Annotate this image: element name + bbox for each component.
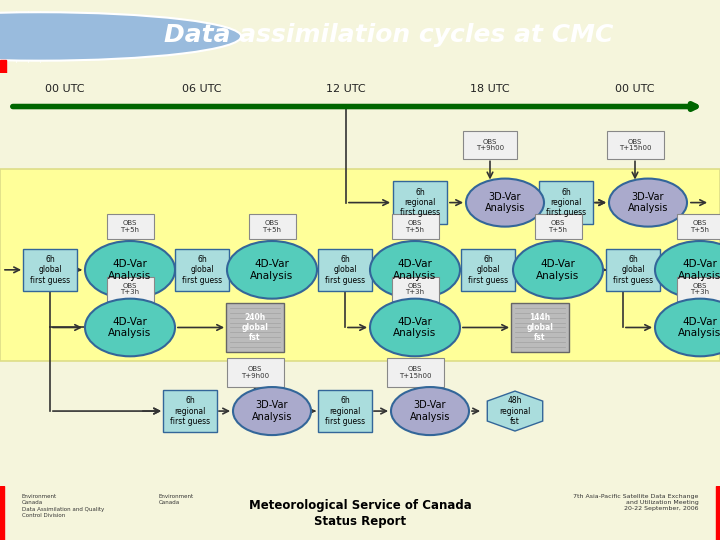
Text: 6h
global
first guess: 6h global first guess: [182, 255, 222, 285]
Text: 4D-Var
Analysis: 4D-Var Analysis: [678, 259, 720, 281]
Text: 4D-Var
Analysis: 4D-Var Analysis: [393, 259, 436, 281]
Ellipse shape: [609, 179, 687, 227]
Text: 6h
global
first guess: 6h global first guess: [30, 255, 70, 285]
Text: OBS
T+5h: OBS T+5h: [405, 220, 425, 233]
Ellipse shape: [391, 387, 469, 435]
Text: 6h
regional
first guess: 6h regional first guess: [546, 188, 586, 218]
Ellipse shape: [655, 241, 720, 299]
Text: 3D-Var
Analysis: 3D-Var Analysis: [410, 400, 450, 422]
FancyBboxPatch shape: [318, 249, 372, 291]
Polygon shape: [487, 391, 543, 431]
Text: OBS
T+15h00: OBS T+15h00: [618, 139, 652, 151]
Ellipse shape: [655, 299, 720, 356]
Bar: [0, 486, 4, 540]
Text: Data assimilation cycles at CMC: Data assimilation cycles at CMC: [164, 23, 613, 47]
Text: 00 UTC: 00 UTC: [45, 84, 85, 94]
Text: 4D-Var
Analysis: 4D-Var Analysis: [251, 259, 294, 281]
Text: OBS
T+5h: OBS T+5h: [120, 220, 140, 233]
FancyBboxPatch shape: [175, 249, 229, 291]
FancyBboxPatch shape: [677, 214, 720, 239]
Text: 6h
global
first guess: 6h global first guess: [325, 255, 365, 285]
FancyBboxPatch shape: [461, 249, 515, 291]
Text: OBS
T+5h: OBS T+5h: [549, 220, 567, 233]
Ellipse shape: [85, 241, 175, 299]
Text: 240h
global
fst: 240h global fst: [242, 313, 269, 342]
Text: Environment
Canada: Environment Canada: [158, 494, 194, 505]
FancyBboxPatch shape: [226, 302, 284, 353]
Text: 06 UTC: 06 UTC: [182, 84, 222, 94]
FancyBboxPatch shape: [107, 276, 153, 301]
Text: 4D-Var
Analysis: 4D-Var Analysis: [536, 259, 580, 281]
Ellipse shape: [227, 241, 317, 299]
Text: OBS
T+3h: OBS T+3h: [120, 283, 140, 295]
FancyBboxPatch shape: [392, 214, 438, 239]
FancyBboxPatch shape: [511, 302, 569, 353]
Text: 6h
regional
first guess: 6h regional first guess: [400, 188, 440, 218]
Bar: [0, 60, 6, 73]
Ellipse shape: [513, 241, 603, 299]
FancyBboxPatch shape: [107, 214, 153, 239]
FancyBboxPatch shape: [534, 214, 582, 239]
Text: OBS
T+15h00: OBS T+15h00: [399, 366, 431, 379]
Text: 7th Asia-Pacific Satellite Data Exchange
and Utilization Meeting
20-22 September: 7th Asia-Pacific Satellite Data Exchange…: [573, 494, 698, 511]
Text: 6h
global
first guess: 6h global first guess: [613, 255, 653, 285]
Ellipse shape: [370, 299, 460, 356]
Text: 6h
regional
first guess: 6h regional first guess: [325, 396, 365, 426]
Ellipse shape: [0, 12, 241, 60]
Text: 3D-Var
Analysis: 3D-Var Analysis: [252, 400, 292, 422]
FancyBboxPatch shape: [387, 358, 444, 387]
Text: OBS
T+3h: OBS T+3h: [405, 283, 425, 295]
FancyBboxPatch shape: [318, 390, 372, 432]
Ellipse shape: [233, 387, 311, 435]
FancyBboxPatch shape: [606, 131, 664, 159]
FancyBboxPatch shape: [539, 181, 593, 224]
Bar: [716, 486, 720, 540]
Text: 12 UTC: 12 UTC: [326, 84, 366, 94]
Text: 18 UTC: 18 UTC: [470, 84, 510, 94]
FancyBboxPatch shape: [227, 358, 284, 387]
Text: 3D-Var
Analysis: 3D-Var Analysis: [628, 192, 668, 213]
Text: OBS
T+5h: OBS T+5h: [263, 220, 282, 233]
Text: 4D-Var
Analysis: 4D-Var Analysis: [393, 316, 436, 338]
FancyBboxPatch shape: [23, 249, 77, 291]
Text: 4D-Var
Analysis: 4D-Var Analysis: [678, 316, 720, 338]
Text: Environment
Canada
Data Assimilation and Quality
Control Division: Environment Canada Data Assimilation and…: [22, 494, 104, 518]
Text: 144h
global
fst: 144h global fst: [526, 313, 554, 342]
FancyBboxPatch shape: [393, 181, 447, 224]
Text: 3D-Var
Analysis: 3D-Var Analysis: [485, 192, 525, 213]
Text: 4D-Var
Analysis: 4D-Var Analysis: [109, 316, 152, 338]
Ellipse shape: [370, 241, 460, 299]
Ellipse shape: [466, 179, 544, 227]
Ellipse shape: [85, 299, 175, 356]
Text: OBS
T+5h: OBS T+5h: [690, 220, 709, 233]
Text: 48h
regional
fst: 48h regional fst: [499, 396, 531, 426]
FancyBboxPatch shape: [463, 131, 517, 159]
Text: OBS
T+9h00: OBS T+9h00: [241, 366, 269, 379]
Text: OBS
T+9h00: OBS T+9h00: [476, 139, 504, 151]
FancyBboxPatch shape: [677, 276, 720, 301]
FancyBboxPatch shape: [163, 390, 217, 432]
Text: 6h
global
first guess: 6h global first guess: [468, 255, 508, 285]
Text: 00 UTC: 00 UTC: [616, 84, 654, 94]
FancyBboxPatch shape: [606, 249, 660, 291]
FancyBboxPatch shape: [248, 214, 295, 239]
Text: OBS
T+3h: OBS T+3h: [690, 283, 710, 295]
Bar: [0, 169, 720, 361]
FancyBboxPatch shape: [392, 276, 438, 301]
Text: 4D-Var
Analysis: 4D-Var Analysis: [109, 259, 152, 281]
Text: 6h
regional
first guess: 6h regional first guess: [170, 396, 210, 426]
Text: Meteorological Service of Canada
Status Report: Meteorological Service of Canada Status …: [248, 500, 472, 528]
